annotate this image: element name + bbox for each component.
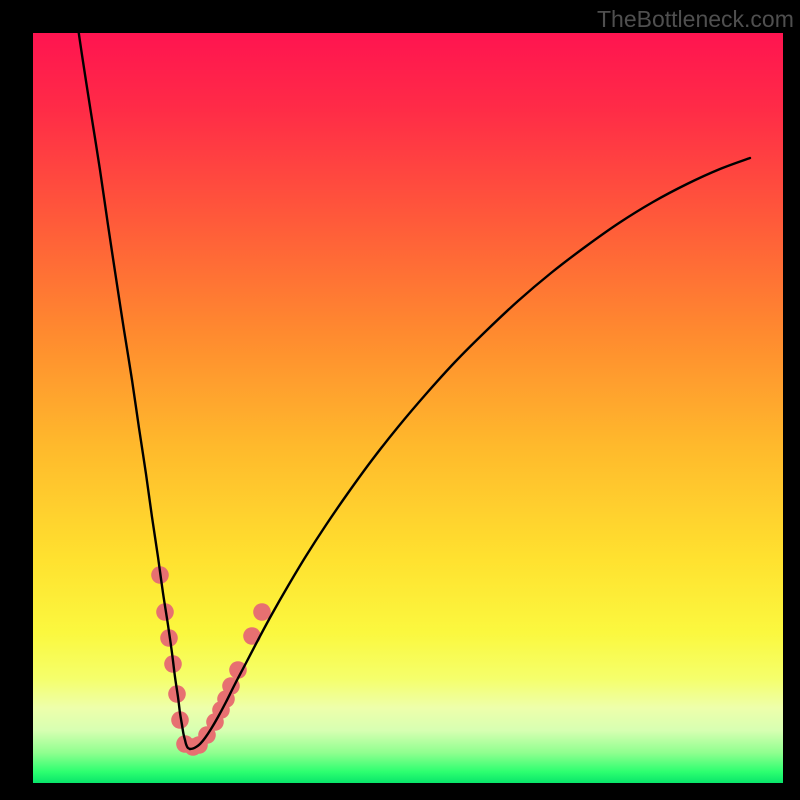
- data-marker: [253, 603, 271, 621]
- curve-layer: [33, 33, 783, 783]
- plot-area: [33, 33, 783, 783]
- curve-right: [190, 158, 750, 749]
- watermark-text: TheBottleneck.com: [597, 6, 794, 33]
